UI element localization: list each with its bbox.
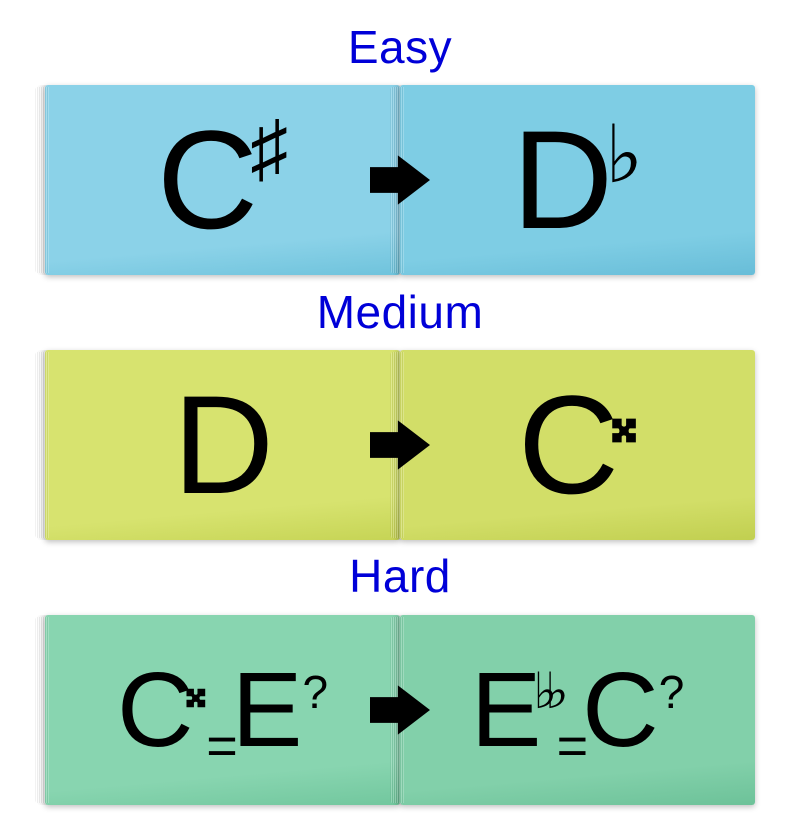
note-letter: E <box>232 657 301 763</box>
arrow-right-icon <box>370 664 430 756</box>
section-medium: Medium D C 𝄪 <box>10 285 790 550</box>
card-easy-left: C ♯ <box>45 85 400 275</box>
arrow-easy <box>370 134 430 226</box>
row-easy: C ♯ D ♭ <box>10 76 790 285</box>
note-d-natural: D <box>173 375 272 515</box>
double-sharp-icon: 𝄪 <box>186 667 207 713</box>
card-hard-left: C 𝄪 = E ? <box>45 615 400 805</box>
arrow-right-icon <box>370 134 430 226</box>
note-c-double-sharp: C 𝄪 <box>518 375 637 515</box>
question-icon: ? <box>659 669 685 715</box>
arrow-medium <box>370 399 430 491</box>
expr-c-doublesharp-eq-e: C 𝄪 = E ? <box>117 657 328 763</box>
note-c-sharp: C ♯ <box>157 110 288 250</box>
card-easy-right: D ♭ <box>400 85 755 275</box>
infographic-container: Easy C ♯ D ♭ Medium <box>0 0 800 834</box>
card-hard-right: E ♭♭ = C ? <box>400 615 755 805</box>
note-d-flat: D ♭ <box>512 110 643 250</box>
sharp-icon: ♯ <box>250 111 288 187</box>
note-letter: C <box>157 110 256 250</box>
note-letter: C <box>117 657 192 763</box>
row-medium: D C 𝄪 <box>10 341 790 550</box>
double-sharp-icon: 𝄪 <box>611 393 637 451</box>
flat-icon: ♭ <box>605 115 643 195</box>
note-letter: C <box>518 375 617 515</box>
section-hard: Hard C 𝄪 = E ? E ♭♭ = <box>10 549 790 814</box>
equals-sign: = <box>206 715 232 777</box>
expr-e-doubleflat-eq-c: E ♭♭ = C ? <box>471 657 685 763</box>
card-medium-right: C 𝄪 <box>400 350 755 540</box>
arrow-hard <box>370 664 430 756</box>
note-letter: E <box>471 657 540 763</box>
arrow-right-icon <box>370 399 430 491</box>
note-letter: D <box>173 375 272 515</box>
card-medium-left: D <box>45 350 400 540</box>
label-medium: Medium <box>317 285 484 339</box>
question-icon: ? <box>302 669 328 715</box>
section-easy: Easy C ♯ D ♭ <box>10 20 790 285</box>
row-hard: C 𝄪 = E ? E ♭♭ = C ? <box>10 605 790 814</box>
label-easy: Easy <box>348 20 452 74</box>
note-letter: D <box>512 110 611 250</box>
double-flat-icon: ♭♭ <box>533 666 556 716</box>
label-hard: Hard <box>349 549 451 603</box>
equals-sign: = <box>557 715 583 777</box>
note-letter: C <box>582 657 657 763</box>
